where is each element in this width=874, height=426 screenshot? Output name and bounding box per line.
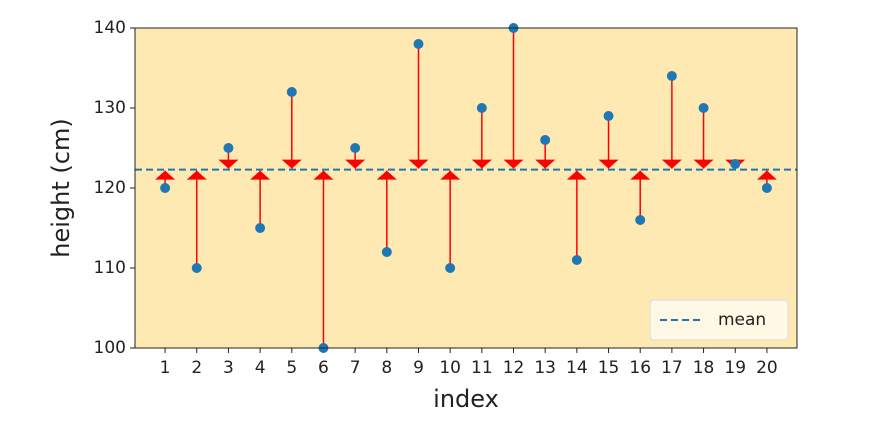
- point: [761, 183, 772, 193]
- point: [191, 263, 202, 273]
- arrow-head: [440, 170, 461, 180]
- x-tick-label: 6: [318, 358, 329, 378]
- x-tick-label: 8: [381, 358, 392, 378]
- point: [603, 111, 614, 121]
- arrow-head: [471, 159, 492, 169]
- x-tick-label: 19: [724, 358, 746, 378]
- x-tick-label: 4: [255, 358, 266, 378]
- point: [698, 103, 709, 113]
- arrow-head: [693, 159, 714, 169]
- arrow-head: [598, 159, 619, 169]
- y-tick-label: 100: [94, 338, 126, 358]
- x-tick-label: 10: [439, 358, 461, 378]
- plot-background: [135, 28, 797, 348]
- point: [255, 223, 266, 233]
- arrow-head: [661, 159, 682, 169]
- y-axis-label: height (cm): [47, 118, 75, 257]
- y-tick-label: 140: [94, 18, 126, 38]
- point: [540, 135, 551, 145]
- x-tick-label: 14: [566, 358, 588, 378]
- x-tick-label: 9: [413, 358, 424, 378]
- legend-box: [649, 299, 789, 341]
- point: [223, 143, 234, 153]
- point: [571, 255, 582, 265]
- arrow-head: [186, 170, 207, 180]
- arrow-head: [155, 170, 176, 180]
- x-tick-label: 3: [223, 358, 234, 378]
- arrow-head: [281, 159, 302, 169]
- arrow-head: [250, 170, 271, 180]
- point: [413, 39, 424, 49]
- x-tick-label: 15: [598, 358, 620, 378]
- x-tick-label: 2: [191, 358, 202, 378]
- arrow-head: [503, 159, 524, 169]
- y-tick-label: 110: [94, 258, 126, 278]
- x-tick-label: 7: [350, 358, 361, 378]
- x-tick-label: 1: [160, 358, 171, 378]
- point: [381, 247, 392, 257]
- x-tick-label: 5: [286, 358, 297, 378]
- x-tick-label: 11: [471, 358, 493, 378]
- point: [445, 263, 456, 273]
- point: [635, 215, 646, 225]
- arrow-head: [756, 170, 777, 180]
- x-tick-label: 18: [693, 358, 715, 378]
- arrow-head: [376, 170, 397, 180]
- point: [350, 143, 361, 153]
- plot-frame: [134, 27, 798, 349]
- x-tick-label: 13: [534, 358, 556, 378]
- legend-label: mean: [718, 310, 766, 330]
- y-tick-label: 120: [94, 178, 126, 198]
- x-tick-label: 12: [503, 358, 525, 378]
- point: [476, 103, 487, 113]
- x-tick-label: 20: [756, 358, 778, 378]
- arrow-head: [313, 170, 334, 180]
- y-tick-label: 130: [94, 98, 126, 118]
- arrow-head: [408, 159, 429, 169]
- arrow-head: [566, 170, 587, 180]
- arrow-head: [630, 170, 651, 180]
- x-tick-label: 17: [661, 358, 683, 378]
- arrow-head: [218, 159, 239, 169]
- x-axis-label: index: [433, 385, 499, 413]
- arrow-head: [535, 159, 556, 169]
- point: [286, 87, 297, 97]
- x-tick-label: 16: [629, 358, 651, 378]
- arrow-head: [345, 159, 366, 169]
- point: [160, 183, 171, 193]
- point: [666, 71, 677, 81]
- point: [730, 159, 741, 169]
